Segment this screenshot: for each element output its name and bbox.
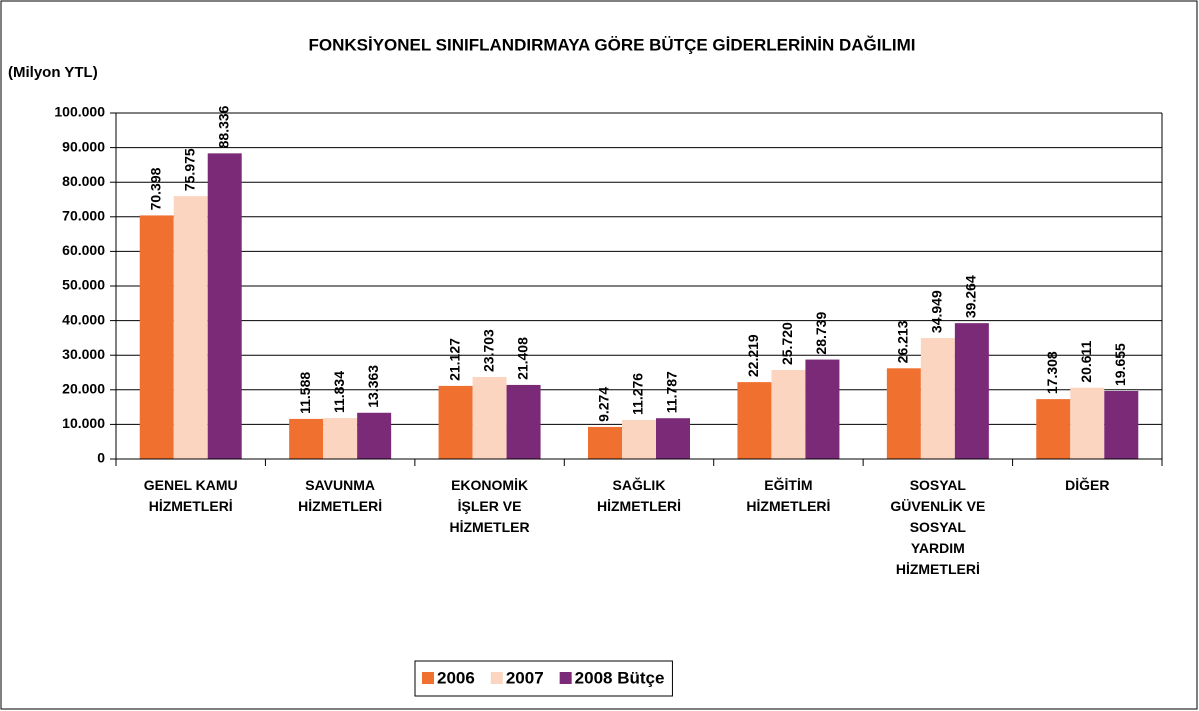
bar bbox=[1036, 399, 1071, 459]
value-label: 75.975 bbox=[181, 148, 197, 191]
bar bbox=[207, 153, 242, 460]
bar bbox=[656, 418, 690, 459]
bar bbox=[438, 385, 473, 459]
bar bbox=[506, 384, 541, 459]
y-axis-label: (Milyon YTL) bbox=[8, 64, 98, 81]
y-tick-label: 0 bbox=[97, 450, 105, 466]
y-tick-label: 20.000 bbox=[62, 381, 105, 397]
legend-swatch bbox=[422, 672, 434, 684]
legend-swatch bbox=[490, 672, 503, 684]
bar bbox=[954, 323, 989, 459]
y-tick-label: 80.000 bbox=[62, 173, 105, 189]
value-label: 23.703 bbox=[480, 329, 496, 372]
bar bbox=[1070, 387, 1105, 459]
bar bbox=[805, 359, 840, 459]
x-tick-label: SAVUNMA HİZMETLERİ bbox=[298, 477, 383, 514]
value-label: 11.787 bbox=[664, 371, 680, 413]
y-tick-label: 70.000 bbox=[62, 208, 105, 224]
legend-label: 2008 Bütçe bbox=[575, 668, 665, 687]
y-tick-label: 40.000 bbox=[62, 311, 105, 327]
value-label: 11.588 bbox=[297, 372, 313, 414]
chart-title: FONKSİYONEL SINIFLANDIRMAYA GÖRE BÜTÇE G… bbox=[308, 35, 915, 54]
value-label: 25.720 bbox=[779, 322, 795, 365]
bar bbox=[139, 215, 174, 459]
y-tick-label: 30.000 bbox=[62, 346, 105, 362]
x-tick-label: EĞİTİM HİZMETLERİ bbox=[746, 477, 831, 514]
bar bbox=[1104, 390, 1139, 459]
value-label: 28.739 bbox=[813, 312, 829, 355]
bar bbox=[737, 382, 772, 459]
legend-swatch bbox=[559, 672, 572, 684]
y-tick-label: 10.000 bbox=[62, 415, 105, 431]
x-tick-label: DİĞER bbox=[1065, 477, 1110, 493]
value-label: 26.213 bbox=[895, 320, 911, 363]
bar bbox=[622, 419, 656, 459]
legend-label: 2007 bbox=[506, 668, 544, 687]
y-tick-label: 50.000 bbox=[62, 277, 105, 293]
value-label: 34.949 bbox=[929, 290, 945, 333]
bar bbox=[357, 412, 392, 459]
value-label: 22.219 bbox=[745, 334, 761, 377]
value-label: 21.127 bbox=[446, 338, 462, 381]
bar bbox=[323, 418, 358, 459]
value-label: 11.834 bbox=[331, 371, 347, 413]
x-tick-label: EKONOMİK İŞLER VE HİZMETLER bbox=[449, 477, 530, 535]
bar bbox=[173, 196, 208, 459]
value-label: 20.611 bbox=[1078, 340, 1094, 382]
bar bbox=[920, 338, 955, 459]
y-tick-label: 90.000 bbox=[62, 138, 105, 154]
value-label: 13.363 bbox=[365, 365, 381, 408]
value-label: 21.408 bbox=[514, 337, 530, 380]
x-tick-label: SAĞLIK HİZMETLERİ bbox=[597, 477, 681, 514]
value-label: 11.276 bbox=[630, 373, 646, 415]
bar bbox=[289, 418, 324, 459]
value-label: 19.655 bbox=[1112, 343, 1128, 386]
bar bbox=[886, 368, 921, 459]
legend-box bbox=[414, 660, 673, 697]
y-tick-label: 60.000 bbox=[62, 242, 105, 258]
x-tick-label: SOSYAL GÜVENLİK VE SOSYAL YARDIM HİZMETL… bbox=[890, 477, 986, 577]
value-label: 17.308 bbox=[1044, 351, 1060, 394]
bar bbox=[588, 426, 622, 459]
y-tick-label: 100.000 bbox=[54, 104, 105, 120]
legend-label: 2006 bbox=[437, 668, 475, 687]
bar bbox=[472, 376, 507, 459]
bar bbox=[771, 370, 806, 459]
value-label: 39.264 bbox=[963, 275, 979, 318]
value-label: 9.274 bbox=[596, 387, 612, 422]
value-label: 70.398 bbox=[147, 167, 163, 210]
value-label: 88.336 bbox=[215, 105, 231, 148]
x-tick-label: GENEL KAMU HİZMETLERİ bbox=[143, 477, 238, 514]
